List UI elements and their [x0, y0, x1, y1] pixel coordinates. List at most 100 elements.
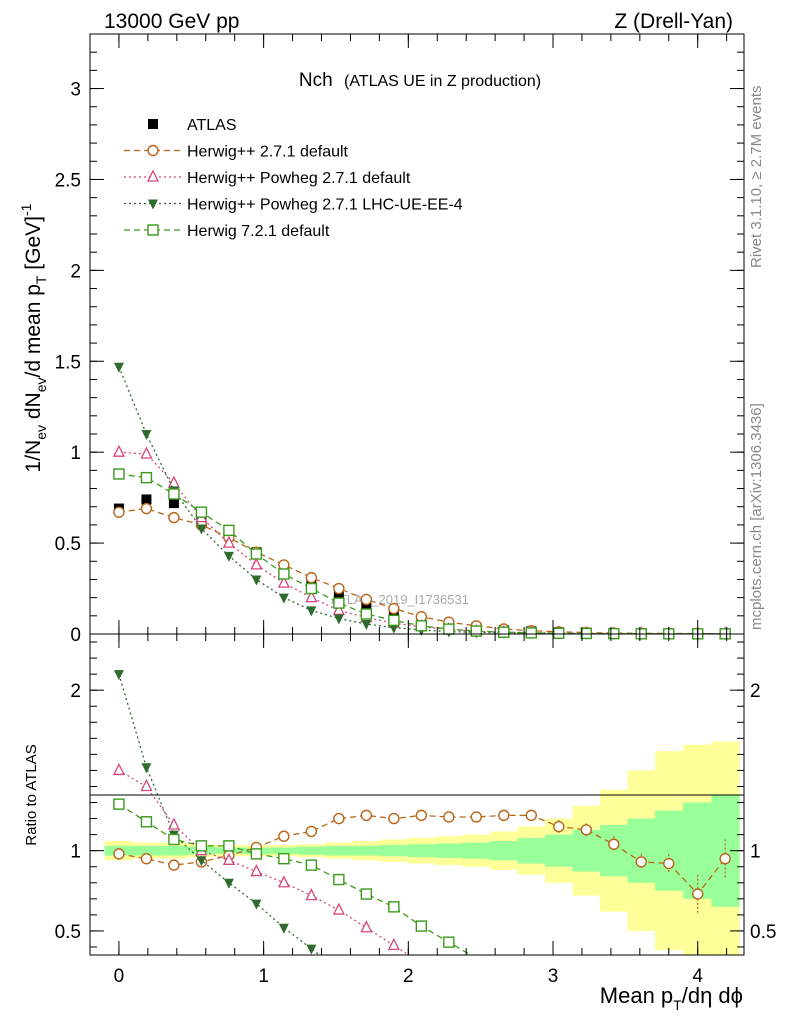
header-right: Z (Drell-Yan) — [614, 10, 733, 33]
main-y-tick-label: 0 — [70, 625, 81, 646]
ratio-band-inner — [627, 818, 656, 883]
main-point — [250, 557, 263, 570]
ratio-y-tick-label-right: 0.5 — [750, 922, 776, 943]
main-point — [361, 601, 372, 612]
chart-title: Nch (ATLAS UE in Z production) — [299, 70, 541, 91]
main-point — [360, 608, 373, 620]
ratio-point — [167, 817, 180, 830]
main-point — [333, 597, 345, 609]
ratio-y-tick-label-left: 2 — [70, 681, 81, 702]
ratio-series-line — [118, 769, 411, 955]
x-axis-label: Mean pT/dη dϕ — [600, 983, 743, 1013]
ratio-point — [305, 888, 318, 901]
ratio-point — [525, 809, 538, 822]
ratio-point — [553, 820, 565, 833]
ratio-point — [278, 853, 290, 865]
ratio-point — [277, 875, 290, 888]
legend-marker — [148, 119, 158, 129]
main-point — [112, 444, 125, 457]
main-point — [580, 627, 592, 640]
ratio-band-inner — [380, 845, 408, 857]
legend-label: Herwig++ Powheg 2.7.1 LHC-UE-EE-4 — [187, 197, 463, 214]
ratio-point — [140, 853, 153, 865]
main-axes: 0 0.5 1 1.5 2 2.5 3 — [55, 33, 744, 646]
main-series-line — [118, 451, 726, 634]
ratio-ylabel: Ratio to ATLAS — [23, 744, 40, 845]
main-point — [113, 506, 125, 518]
svg-text:1/Nev dNev/d mean pT [GeV]-1: 1/Nev dNev/d mean pT [GeV]-1 — [18, 203, 49, 472]
ratio-point — [113, 848, 125, 860]
ratio-band-inner — [655, 810, 684, 891]
main-point — [333, 590, 344, 601]
main-point — [223, 524, 235, 537]
ratio-series — [112, 670, 731, 955]
ratio-point — [719, 853, 731, 865]
ratio-y-tick-label-left: 1 — [70, 842, 81, 863]
ratio-point — [223, 878, 234, 889]
main-point — [388, 623, 399, 634]
main-series-2 — [112, 444, 732, 639]
ratio-point — [415, 809, 428, 822]
ratio-band-inner — [490, 841, 518, 861]
ratio-y-tick-label-left: 0.5 — [55, 922, 81, 943]
ratio-point — [332, 902, 345, 915]
ratio-point — [223, 840, 235, 852]
main-point — [498, 626, 510, 638]
ratio-point — [470, 811, 483, 823]
main-y-tick-label: 3 — [70, 80, 81, 101]
main-series-1 — [113, 502, 731, 640]
x-tick-label: 2 — [403, 966, 414, 987]
main-point — [415, 620, 428, 632]
ratio-point — [498, 809, 510, 822]
ratio-panel: 0 1 2 3 4 0.5 0.5 1 1 2 2 Ratio to ATLAS Mean pT/d… — [23, 633, 776, 1013]
main-point — [332, 602, 345, 616]
ratio-point — [250, 848, 263, 860]
ratio-point — [222, 852, 235, 865]
main-point — [388, 614, 400, 627]
ratio-band-inner — [270, 847, 298, 854]
legend-label: Herwig++ 2.7.1 default — [187, 144, 349, 161]
ratio-point — [113, 798, 125, 810]
ratio-axes: 0 1 2 3 4 0.5 0.5 1 1 2 2 — [55, 634, 776, 987]
main-point — [113, 468, 125, 480]
main-y-tick-label: 0.5 — [55, 534, 81, 555]
main-point — [140, 446, 153, 459]
ratio-point — [278, 830, 290, 842]
main-point — [306, 606, 317, 617]
legend-marker — [146, 169, 160, 182]
legend-marker — [147, 224, 159, 236]
ratio-band-inner — [435, 843, 463, 858]
main-point — [140, 471, 153, 484]
ratio-point — [113, 670, 124, 681]
main-point — [278, 593, 289, 604]
ratio-point — [360, 920, 373, 933]
rivet-label: Rivet 3.1.10, ≥ 2.7M events — [748, 85, 765, 269]
ratio-point — [443, 811, 455, 823]
main-panel: ATLAS_2019_I1736531 00.511.522.53 Nch (A… — [18, 33, 745, 646]
ratio-band-inner — [517, 837, 546, 864]
ratio-band-inner — [325, 845, 353, 856]
ratio-point — [580, 824, 592, 836]
ratio-point — [305, 859, 318, 871]
ratio-y-tick-label-right: 2 — [750, 681, 761, 702]
ratio-point — [196, 856, 207, 867]
ratio-point — [635, 856, 647, 868]
ratio-band-inner — [572, 829, 601, 872]
main-point — [141, 494, 152, 505]
ratio-point — [443, 936, 455, 948]
x-tick-label: 3 — [548, 966, 559, 987]
legend-marker — [147, 144, 159, 157]
main-y-tick-label: 2 — [70, 261, 81, 282]
main-y-tick-label: 1.5 — [55, 352, 81, 373]
ratio-point — [305, 825, 318, 838]
x-tick-label: 0 — [114, 966, 125, 987]
ratio-series-line — [118, 673, 321, 955]
ratio-point — [360, 809, 373, 822]
main-ylabel: 1/Nev dNev/d mean pT [GeV]-1 — [18, 203, 49, 472]
ratio-band-inner — [160, 845, 188, 856]
ratio-band-inner — [132, 845, 161, 856]
title-main: Nch — [299, 70, 333, 91]
x-tick-label: 1 — [258, 966, 269, 987]
ratio-point — [141, 763, 152, 774]
